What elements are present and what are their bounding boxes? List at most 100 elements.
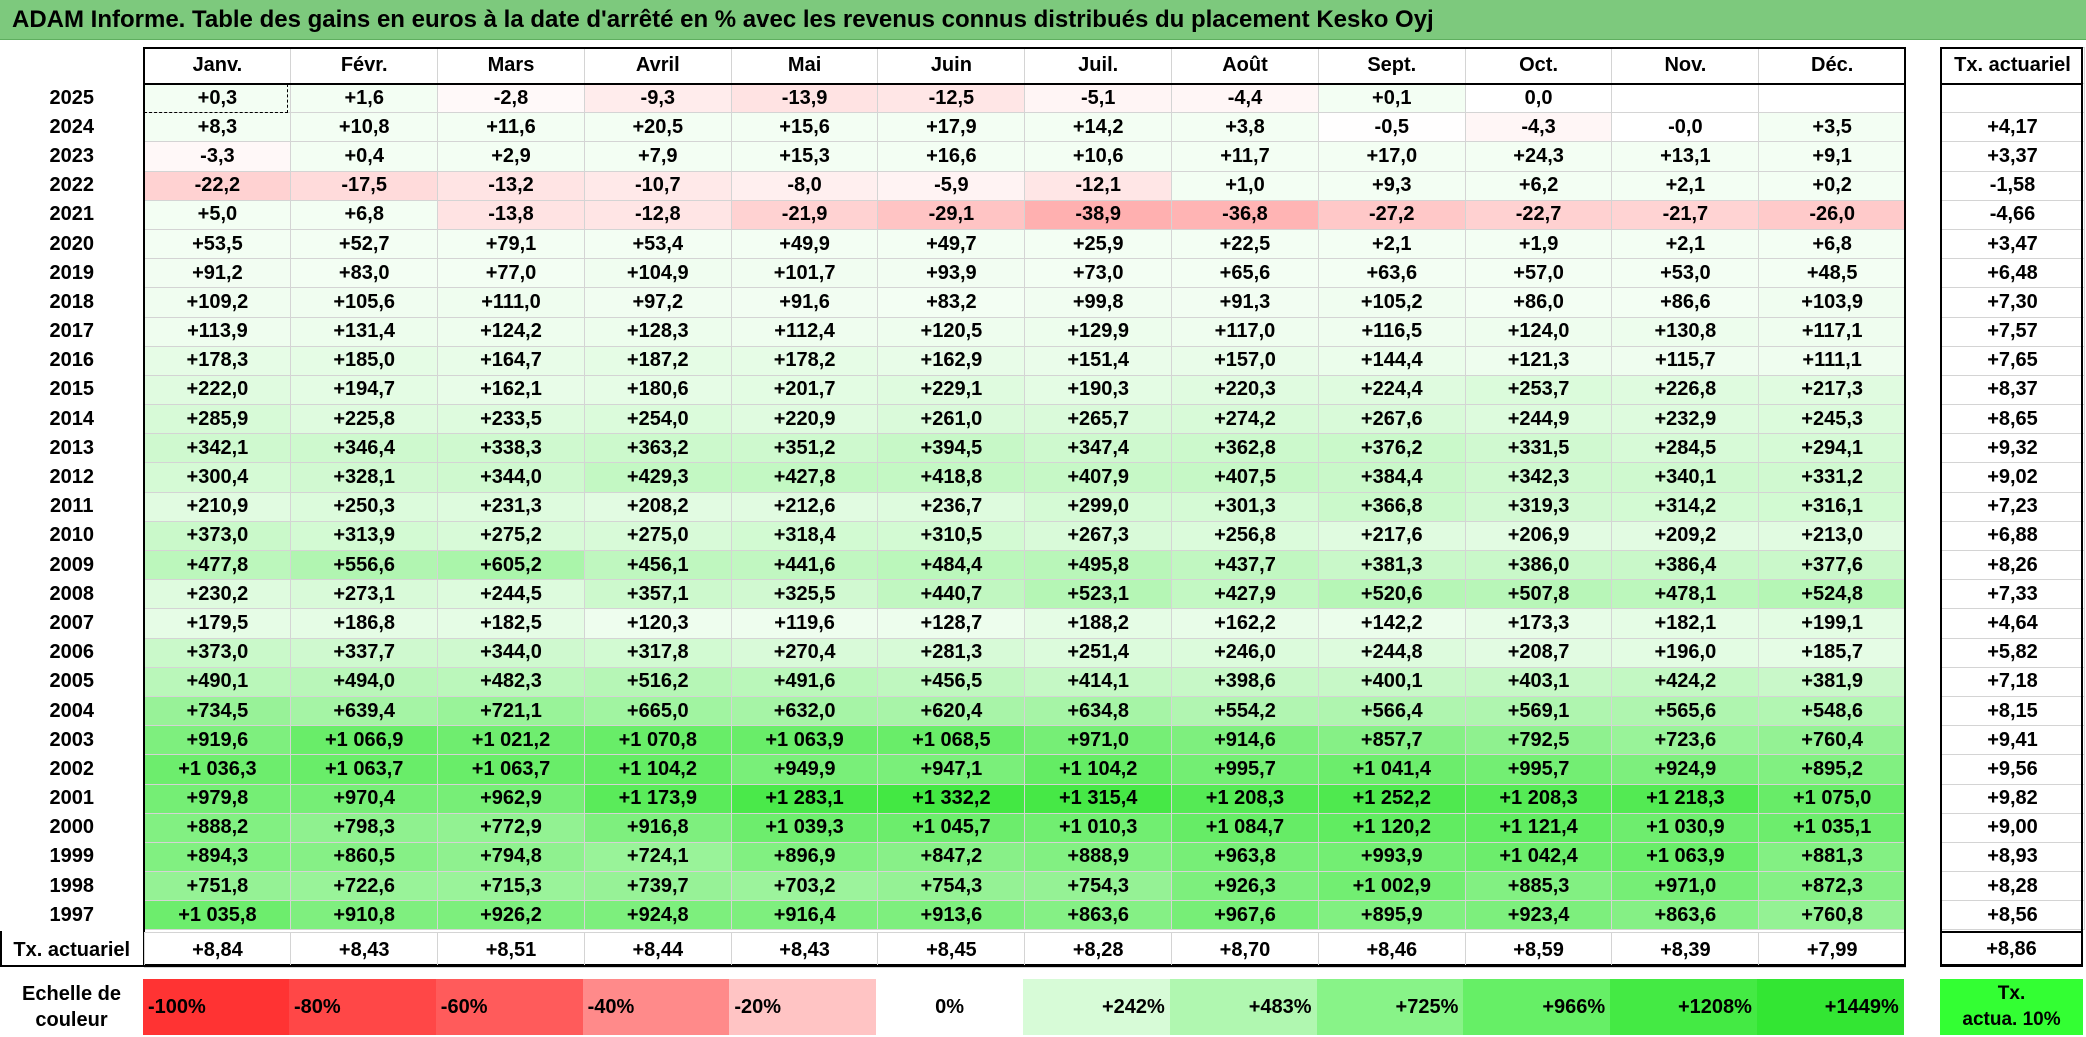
gain-cell: +131,4 <box>290 316 439 347</box>
table-row: 2014 +285,9 +225,8 +233,5 +254,0 +220,9 +261,0… <box>0 404 1907 435</box>
footer-cell: +8,28 <box>1024 932 1173 968</box>
gain-cell: +86,0 <box>1464 287 1613 318</box>
gain-cell: +10,8 <box>290 112 439 143</box>
gain-cell: +427,9 <box>1171 579 1319 610</box>
tx-row: +9,82 <box>1940 783 2085 814</box>
gain-cell: +565,6 <box>1611 695 1760 727</box>
gain-cell: -9,3 <box>583 82 732 114</box>
table-row: 2011 +210,9 +250,3 +231,3 +208,2 +212,6 +236,7… <box>0 491 1907 522</box>
tx-actuariel-cell: +9,00 <box>1940 812 2085 843</box>
gain-cell: +548,6 <box>1758 695 1907 727</box>
gain-cell: +275,2 <box>437 520 585 552</box>
gain-cell: +194,7 <box>290 374 439 406</box>
footer-cell: +8,51 <box>437 932 585 968</box>
gain-cell: +1 315,4 <box>1024 783 1173 814</box>
footer-cell: +8,84 <box>143 932 292 968</box>
tx-row: +7,18 <box>1940 666 2085 697</box>
gain-cell: +210,9 <box>143 491 292 522</box>
tx-actuariel-cell: +7,57 <box>1940 316 2085 347</box>
gain-cell: +104,9 <box>583 258 732 289</box>
gain-cell: +220,9 <box>730 404 879 435</box>
gain-cell: +185,7 <box>1758 637 1907 668</box>
gain-cell: +792,5 <box>1464 725 1613 756</box>
gain-cell: +896,9 <box>730 841 879 873</box>
table-row: 2007 +179,5 +186,8 +182,5 +120,3 +119,6 +128,7… <box>0 608 1907 639</box>
tx-actuariel-cell: +4,64 <box>1940 608 2085 639</box>
table-row: 1998 +751,8 +722,6 +715,3 +739,7 +703,2 +754,3… <box>0 871 1907 902</box>
gain-cell <box>1611 82 1760 114</box>
gain-cell: +178,2 <box>730 345 879 376</box>
gain-cell: +208,7 <box>1464 637 1613 668</box>
gain-cell: +340,1 <box>1611 462 1760 493</box>
gain-cell: +129,9 <box>1024 316 1173 347</box>
gain-cell: +1 045,7 <box>877 812 1026 843</box>
year-label: 2008 <box>49 582 95 605</box>
gain-cell: +490,1 <box>143 666 292 697</box>
gain-cell: +299,0 <box>1024 491 1173 522</box>
gain-cell: +794,8 <box>437 841 585 873</box>
year-label: 2020 <box>49 232 95 255</box>
gain-cell: -0,5 <box>1317 112 1466 143</box>
gain-cell: +17,9 <box>877 112 1026 143</box>
gain-cell: +605,2 <box>437 549 585 581</box>
tx-actuariel-cell: +7,33 <box>1940 579 2085 610</box>
year-label: 2022 <box>49 174 95 197</box>
gain-cell: +112,4 <box>730 316 879 347</box>
gain-cell: +22,5 <box>1171 228 1319 260</box>
gain-cell: +924,8 <box>583 900 732 931</box>
gain-cell: +313,9 <box>290 520 439 552</box>
gain-cell: -12,1 <box>1024 170 1173 201</box>
tx-row: +7,57 <box>1940 316 2085 347</box>
tx-actuariel-cell: +9,82 <box>1940 783 2085 814</box>
month-header: Févr. <box>290 47 439 84</box>
gain-cell: +246,0 <box>1171 637 1319 668</box>
tx-row: +9,00 <box>1940 812 2085 843</box>
tx-actuariel-cell: -1,58 <box>1940 170 2085 201</box>
gain-cell: +201,7 <box>730 374 879 406</box>
gain-cell: +1 041,4 <box>1317 754 1466 785</box>
gain-cell: +142,2 <box>1317 608 1466 639</box>
tx-row: +7,65 <box>1940 345 2085 376</box>
gain-cell: -36,8 <box>1171 199 1319 230</box>
tx-row: +7,23 <box>1940 491 2085 522</box>
gain-cell: +162,1 <box>437 374 585 406</box>
gain-cell: +734,5 <box>143 695 292 727</box>
gain-cell: +130,8 <box>1611 316 1760 347</box>
footer-label: Tx. actuariel <box>13 938 131 961</box>
table-row: 2017 +113,9 +131,4 +124,2 +128,3 +112,4 +120,5… <box>0 316 1907 347</box>
footer-row: Tx. actuariel +8,84 +8,43 +8,51 +8,44 +8,43 +8… <box>0 932 1907 968</box>
gain-cell: +924,9 <box>1611 754 1760 785</box>
gain-cell: +99,8 <box>1024 287 1173 318</box>
table-row: 2003 +919,6 +1 066,9 +1 021,2 +1 070,8 +1 063… <box>0 725 1907 756</box>
tx-row: +3,37 <box>1940 141 2085 172</box>
table-row: 2016 +178,3 +185,0 +164,7 +187,2 +178,2 +162,9… <box>0 345 1907 376</box>
gain-cell: +124,2 <box>437 316 585 347</box>
gain-cell: +914,6 <box>1171 725 1319 756</box>
gain-cell: +111,0 <box>437 287 585 318</box>
gain-cell: +91,3 <box>1171 287 1319 318</box>
gain-cell: +245,3 <box>1758 404 1907 435</box>
gain-cell: -5,9 <box>877 170 1026 201</box>
tx-actuariel-cell: +7,23 <box>1940 491 2085 522</box>
gain-cell: +495,8 <box>1024 549 1173 581</box>
gain-cell: +1 120,2 <box>1317 812 1466 843</box>
gain-cell: +507,8 <box>1464 579 1613 610</box>
gain-cell: +188,2 <box>1024 608 1173 639</box>
tx-actuariel-cell: +7,65 <box>1940 345 2085 376</box>
gain-cell: +128,7 <box>877 608 1026 639</box>
gain-cell: +232,9 <box>1611 404 1760 435</box>
gain-cell: +910,8 <box>290 900 439 931</box>
gain-cell: +1 063,7 <box>437 754 585 785</box>
year-label: 2019 <box>49 261 95 284</box>
table-row: 2005 +490,1 +494,0 +482,3 +516,2 +491,6 +456,5… <box>0 666 1907 697</box>
color-scale-cell: +242% <box>1022 979 1170 1035</box>
gain-cell: +970,4 <box>290 783 439 814</box>
gain-cell: +151,4 <box>1024 345 1173 376</box>
year-label: 2006 <box>49 641 95 664</box>
table-row: 2009 +477,8 +556,6 +605,2 +456,1 +441,6 +484,4… <box>0 549 1907 581</box>
gain-cell: +65,6 <box>1171 258 1319 289</box>
year-label: 2010 <box>49 524 95 547</box>
tx-row: +8,26 <box>1940 549 2085 581</box>
gain-cell: +116,5 <box>1317 316 1466 347</box>
gain-cell: +760,4 <box>1758 725 1907 756</box>
